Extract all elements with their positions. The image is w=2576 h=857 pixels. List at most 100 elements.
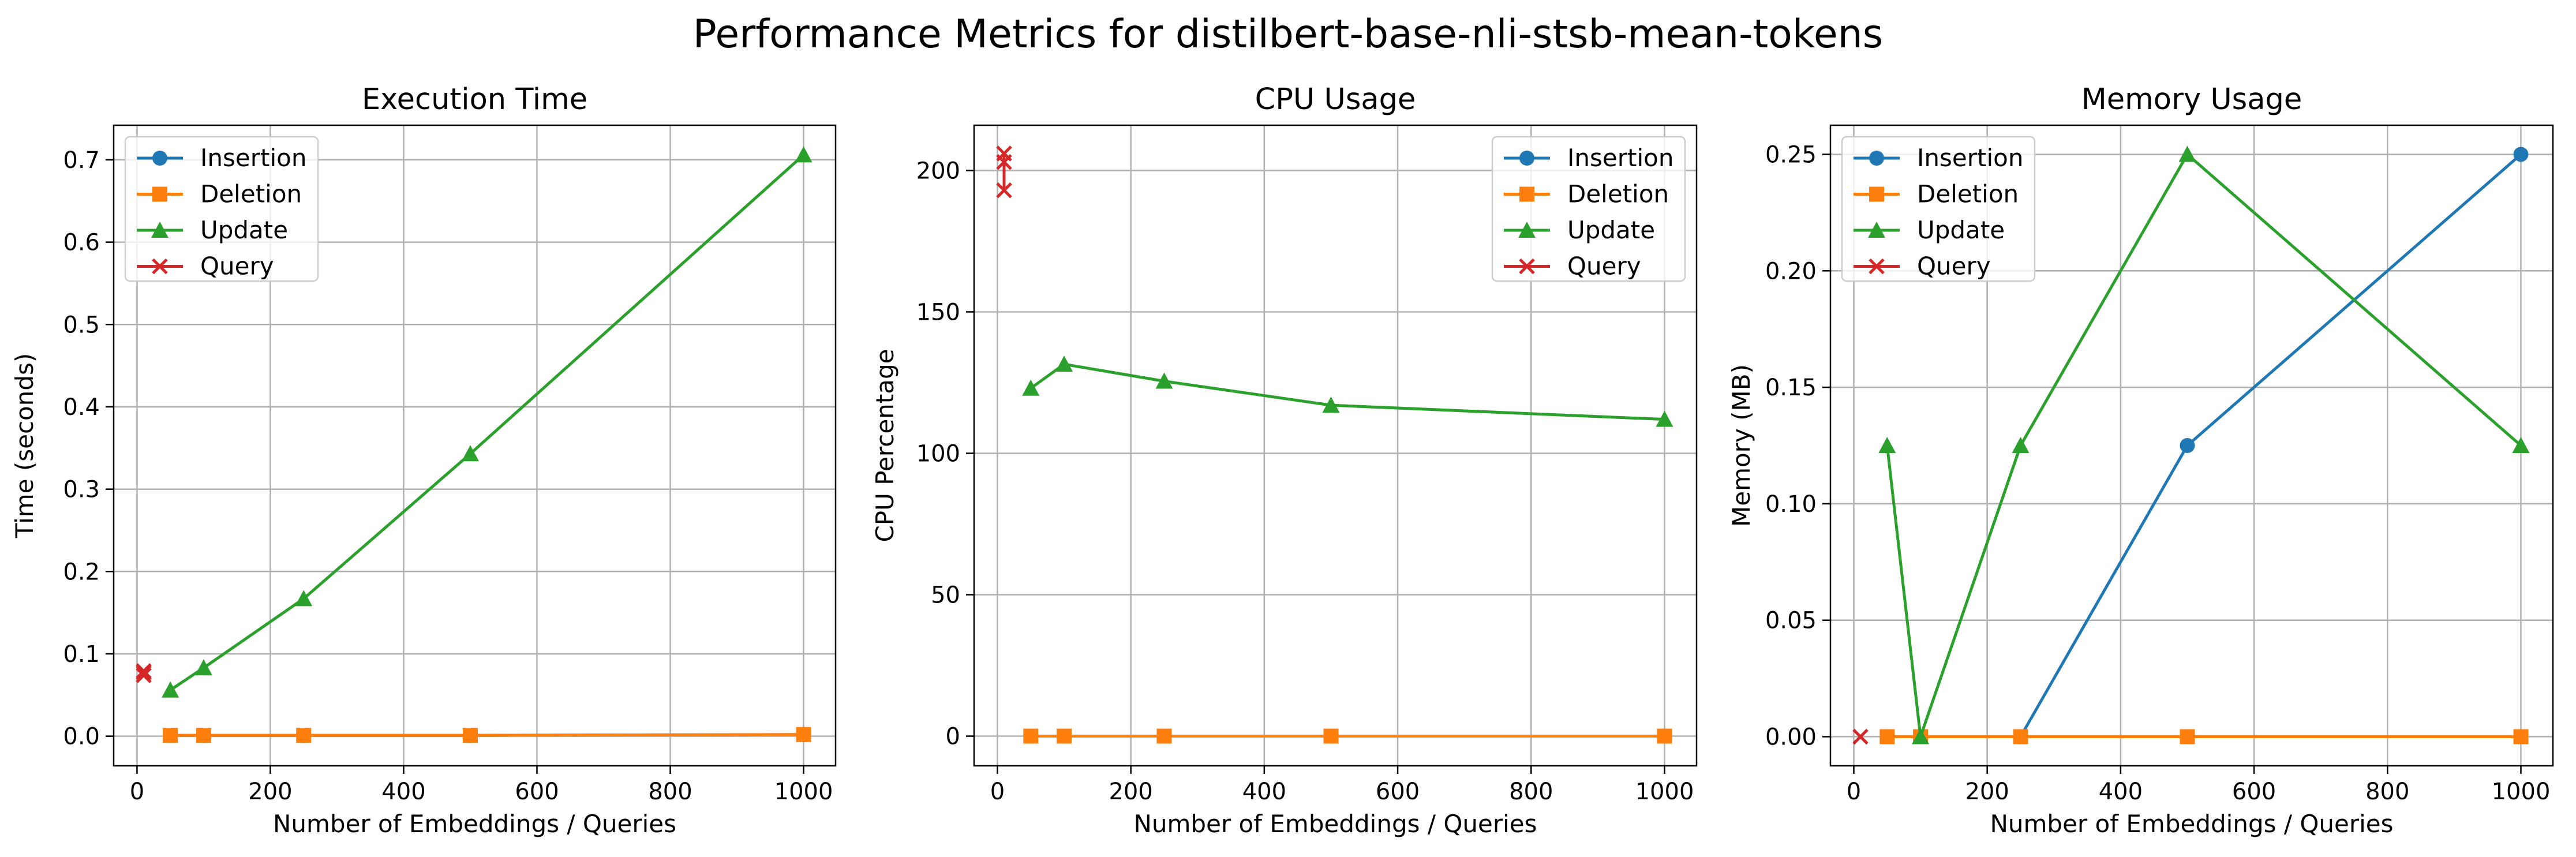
- series-deletion: [1023, 728, 1672, 744]
- legend-label: Update: [1917, 216, 2005, 244]
- y-tick-label: 0.7: [63, 147, 100, 174]
- legend-item-insertion: Insertion: [137, 144, 306, 172]
- y-tick-label: 0.5: [63, 312, 100, 338]
- y-tick-label: 0.20: [1765, 258, 1817, 285]
- data-point-query: [136, 667, 152, 683]
- x-tick-label: 1000: [774, 779, 833, 805]
- legend-item-deletion: Deletion: [1504, 180, 1669, 208]
- x-tick-label: 0: [1847, 779, 1861, 805]
- legend-item-update: Update: [1504, 216, 1655, 244]
- legend-frame: [124, 136, 319, 282]
- chart-title: Execution Time: [362, 83, 587, 117]
- legend-item-query: Query: [1854, 252, 1991, 280]
- legend-label: Deletion: [1917, 180, 2019, 208]
- chart-title: CPU Usage: [1255, 83, 1416, 117]
- chart-title: Memory Usage: [2081, 83, 2302, 117]
- legend-item-deletion: Deletion: [137, 180, 302, 208]
- legend: Insertion Deletion Update Query: [1841, 136, 2036, 282]
- data-point-query: [1852, 728, 1869, 745]
- legend-item-query: Query: [1504, 252, 1641, 280]
- x-tick-label: 400: [1242, 779, 1286, 805]
- y-tick-label: 0.25: [1765, 141, 1817, 168]
- y-tick-label: 0.3: [63, 477, 100, 503]
- data-point-update: [795, 146, 813, 163]
- y-tick-label: 0.0: [63, 724, 100, 750]
- x-tick-label: 600: [2232, 779, 2276, 805]
- legend-label: Query: [200, 252, 274, 280]
- data-point-deletion: [2513, 729, 2529, 744]
- x-tick-label: 800: [2365, 779, 2409, 805]
- x-tick-label: 200: [248, 779, 292, 805]
- series-deletion: [1879, 729, 2529, 744]
- data-point-update: [1656, 410, 1673, 427]
- y-tick-label: 0.1: [63, 641, 100, 668]
- legend-item-query: Query: [137, 252, 274, 280]
- data-point-update: [2178, 145, 2196, 162]
- x-axis-ticks: 0 200 400 600 800 1000: [130, 766, 833, 805]
- x-axis-label: Number of Embeddings / Queries: [1133, 810, 1537, 838]
- legend-item-update: Update: [137, 216, 288, 244]
- data-point-deletion: [2180, 729, 2195, 744]
- series-query: [136, 663, 152, 683]
- legend-label: Insertion: [1567, 144, 1673, 172]
- data-point-insertion: [2180, 438, 2195, 453]
- legend: Insertion Deletion Update Query: [1491, 136, 1686, 282]
- y-tick-label: 0.05: [1765, 608, 1817, 634]
- y-tick-label: 0.15: [1765, 375, 1817, 401]
- legend-marker: [152, 258, 168, 275]
- y-axis-ticks: 0 50 100 150 200: [916, 158, 974, 750]
- legend-frame: [1841, 136, 2036, 282]
- x-axis-label: Number of Embeddings / Queries: [1990, 810, 2393, 838]
- y-tick-label: 150: [916, 299, 960, 325]
- legend-marker: [1519, 258, 1535, 275]
- x-tick-label: 0: [130, 779, 144, 805]
- legend-marker: [152, 186, 167, 202]
- y-tick-label: 0.2: [63, 559, 100, 585]
- legend-item-update: Update: [1854, 216, 2005, 244]
- figure-title: Performance Metrics for distilbert-base-…: [693, 12, 1883, 57]
- data-point-deletion: [462, 728, 478, 743]
- legend-marker: [1519, 151, 1534, 166]
- data-point-insertion: [2513, 147, 2529, 162]
- legend-marker: [152, 151, 167, 166]
- legend-marker: [1519, 186, 1534, 202]
- legend-marker: [151, 222, 169, 238]
- data-point-deletion: [1023, 728, 1039, 744]
- y-axis-ticks: 0.00 0.05 0.10 0.15 0.20 0.25: [1765, 141, 1830, 751]
- series-update: [162, 146, 813, 698]
- series-line-update: [1029, 362, 1665, 421]
- data-point-deletion: [1323, 728, 1339, 744]
- data-point-update: [1055, 355, 1073, 372]
- x-tick-label: 1000: [1635, 779, 1694, 805]
- legend-item-insertion: Insertion: [1854, 144, 2023, 172]
- legend-marker: [1869, 151, 1884, 166]
- y-axis-label: Time (seconds): [10, 353, 39, 539]
- panel-memory-usage: 0 200 400 600 800 1000 0.00 0.05 0.10 0.15 0.20 0.2…: [1727, 83, 2554, 838]
- data-point-update: [162, 681, 179, 698]
- legend-marker: [1868, 222, 1885, 238]
- legend-marker: [1518, 222, 1536, 238]
- data-point-update: [2512, 437, 2530, 453]
- gridlines: [114, 125, 836, 766]
- legend-marker: [1869, 186, 1884, 202]
- legend-label: Update: [200, 216, 288, 244]
- data-point-deletion: [1657, 728, 1672, 744]
- data-point-update: [1155, 372, 1173, 389]
- y-tick-label: 0.6: [63, 230, 100, 256]
- series-query: [1852, 728, 1869, 745]
- axes-frame: [1829, 124, 2554, 767]
- x-tick-label: 200: [1965, 779, 2009, 805]
- legend-label: Deletion: [1567, 180, 1669, 208]
- panel-cpu-usage: 0 200 400 600 800 1000 0 50 100 150 200 CPU Usage Nu…: [871, 83, 1698, 838]
- legend-item-deletion: Deletion: [1854, 180, 2019, 208]
- legend-label: Insertion: [1917, 144, 2023, 172]
- x-tick-label: 800: [648, 779, 692, 805]
- y-tick-label: 0.10: [1765, 491, 1817, 518]
- data-point-deletion: [163, 728, 178, 743]
- data-point-deletion: [2013, 729, 2028, 744]
- legend: Insertion Deletion Update Query: [124, 136, 319, 282]
- y-tick-label: 100: [916, 440, 960, 467]
- legend-label: Query: [1567, 252, 1641, 280]
- axes-frame: [113, 124, 837, 767]
